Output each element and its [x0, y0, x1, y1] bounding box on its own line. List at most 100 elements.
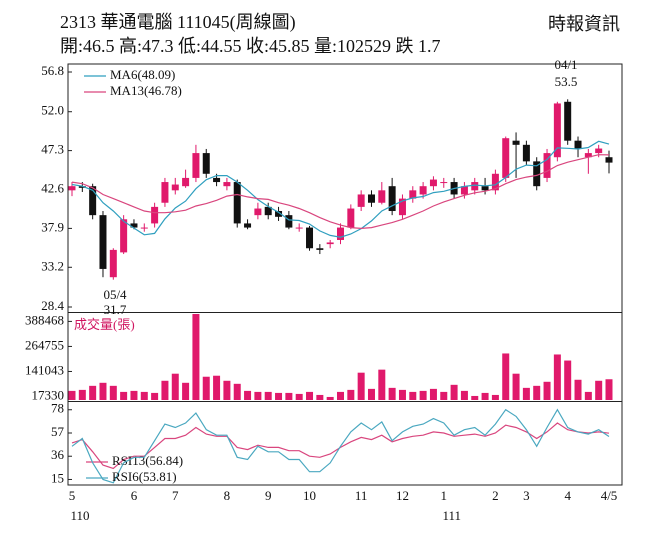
y-tick-label: 141043: [25, 362, 64, 377]
x-tick-label: 4/5: [601, 488, 618, 503]
ma-line: [71, 140, 610, 238]
volume-bar: [120, 391, 128, 400]
volume-bar: [522, 387, 530, 400]
legend-label: MA6(48.09): [110, 67, 175, 82]
x-sublabel: 110: [70, 508, 89, 523]
candle-body: [584, 153, 592, 158]
x-tick-label: 10: [303, 488, 316, 503]
candle-body: [223, 182, 231, 187]
volume-bar: [223, 380, 231, 400]
volume-bar: [409, 391, 417, 400]
candle-body: [89, 186, 97, 216]
candle-body: [491, 173, 499, 191]
y-tick-label: 17330: [32, 387, 65, 402]
candle-body: [357, 194, 365, 207]
volume-bar: [192, 314, 200, 400]
y-tick-label: 36: [51, 447, 65, 462]
volume-bar: [543, 381, 551, 400]
volume-bar: [388, 387, 396, 400]
y-tick-label: 42.6: [41, 180, 64, 195]
candle-body: [151, 206, 159, 224]
y-tick-label: 57: [51, 424, 65, 439]
x-sublabel: 111: [442, 508, 461, 523]
annotation: 04/1: [554, 57, 577, 72]
y-tick-label: 264755: [25, 337, 64, 352]
volume-bar: [378, 369, 386, 400]
x-tick-label: 6: [131, 488, 138, 503]
volume-bar: [316, 394, 324, 400]
y-tick-label: 388468: [25, 312, 64, 327]
ma-line: [71, 154, 610, 230]
volume-bar: [202, 376, 210, 400]
x-tick-label: 2: [492, 488, 499, 503]
candle-body: [522, 144, 530, 162]
volume-bar: [254, 391, 262, 400]
candle-body: [409, 190, 417, 199]
x-tick-label: 9: [265, 488, 272, 503]
candle-body: [326, 242, 334, 245]
volume-bar: [275, 392, 283, 400]
volume-bar: [182, 382, 190, 400]
y-tick-label: 47.3: [41, 142, 64, 157]
volume-bar: [161, 380, 169, 400]
volume-bar: [213, 375, 221, 400]
candle-body: [233, 182, 241, 224]
volume-bar: [306, 391, 314, 400]
volume-bar: [595, 380, 603, 400]
volume-bar: [419, 390, 427, 400]
x-tick-label: 12: [396, 488, 409, 503]
volume-bar: [89, 385, 97, 400]
volume-bar: [429, 388, 437, 400]
candle-body: [533, 161, 541, 187]
volume-bar: [502, 353, 510, 400]
x-tick-label: 4: [564, 488, 571, 503]
candle-body: [254, 208, 262, 216]
candle-body: [398, 198, 406, 216]
volume-bar: [109, 385, 117, 400]
candle-body: [574, 140, 582, 149]
candle-body: [367, 194, 375, 203]
candle-body: [460, 186, 468, 195]
candle-body: [564, 101, 572, 141]
y-tick-label: 15: [51, 470, 64, 485]
candle-body: [553, 103, 561, 158]
volume-bar: [512, 373, 520, 400]
volume-bar: [398, 389, 406, 400]
volume-bar: [326, 396, 334, 400]
volume-bar: [337, 391, 344, 400]
volume-bar: [264, 391, 272, 400]
candle-body: [316, 248, 324, 250]
rsi-line: [71, 408, 610, 484]
annotation: 53.5: [555, 74, 578, 89]
volume-bar: [584, 391, 592, 400]
volume-bar: [347, 389, 355, 400]
candle-body: [192, 153, 200, 178]
volume-bar: [295, 393, 303, 400]
legend-label: RSI6(53.81): [112, 469, 177, 484]
candle-body: [419, 186, 427, 195]
candle-body: [388, 186, 396, 212]
y-tick-label: 56.8: [41, 63, 64, 78]
candle-body: [161, 182, 169, 203]
chart-title: 2313 華通電腦 111045(周線圖): [60, 12, 296, 33]
candle-body: [605, 157, 613, 163]
candle-body: [68, 186, 76, 191]
candle-body: [295, 227, 303, 229]
candle-body: [378, 190, 386, 203]
volume-bar: [574, 379, 582, 400]
y-axis-label: 成交量(張): [74, 317, 135, 332]
volume-bar: [440, 391, 448, 400]
volume-bar: [244, 390, 252, 400]
y-tick-label: 52.0: [41, 103, 64, 118]
y-tick-label: 28.4: [41, 298, 64, 313]
y-tick-label: 37.9: [41, 219, 64, 234]
frame: [67, 63, 623, 486]
candle-body: [182, 177, 190, 187]
candle-body: [99, 215, 107, 269]
candle-body: [140, 227, 148, 229]
volume-bar: [68, 390, 76, 400]
candle-body: [347, 208, 355, 228]
candle-body: [120, 219, 128, 253]
y-tick-label: 78: [51, 401, 64, 416]
